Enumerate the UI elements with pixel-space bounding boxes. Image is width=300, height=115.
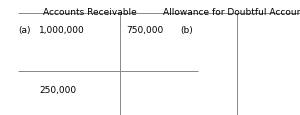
Text: 1,000,000: 1,000,000 [39,25,85,34]
Text: Allowance for Doubtful Accounts: Allowance for Doubtful Accounts [163,8,300,17]
Text: (a): (a) [18,25,31,34]
Text: (b): (b) [180,25,193,34]
Text: Accounts Receivable: Accounts Receivable [43,8,137,17]
Text: 750,000: 750,000 [126,25,163,34]
Text: 250,000: 250,000 [39,85,76,94]
